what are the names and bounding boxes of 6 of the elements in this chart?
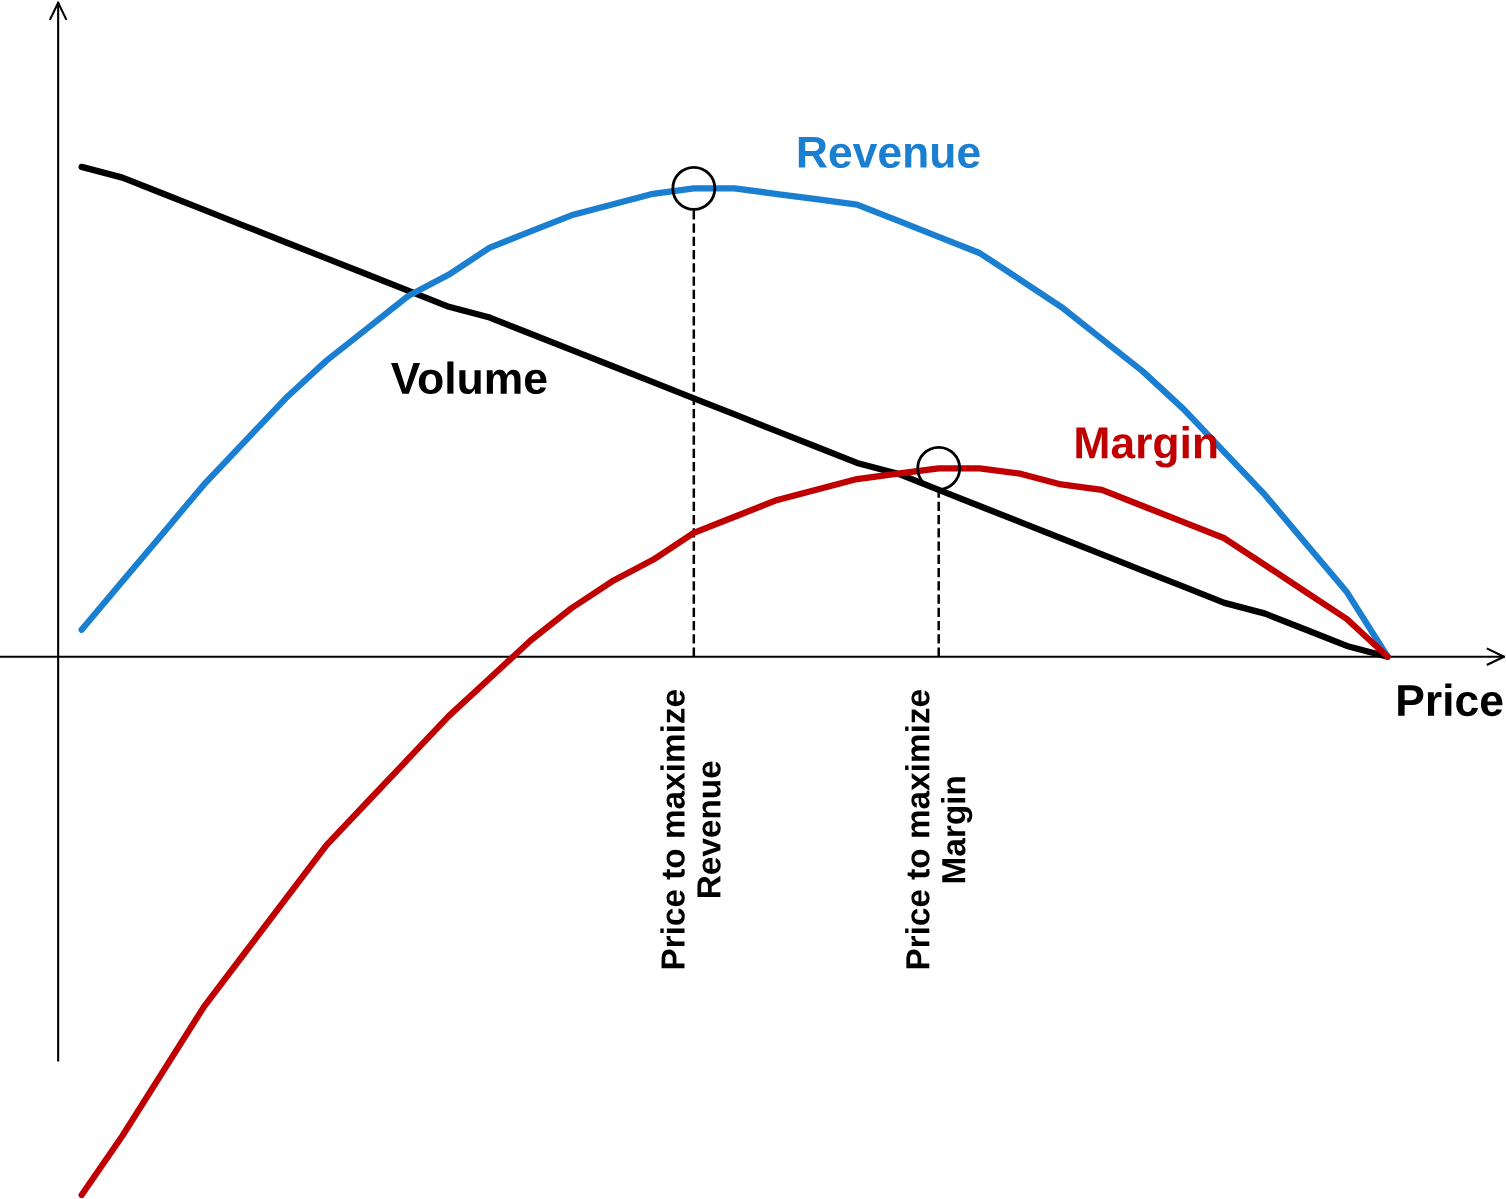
series-label: Volume — [391, 361, 547, 395]
series-label: Margin — [1076, 425, 1217, 468]
x-axis-title: Price — [1398, 683, 1503, 717]
annotation: Price to maximize Margin — [905, 690, 973, 969]
series-label: Revenue — [798, 137, 980, 169]
annotation: Price to maximize Revenue — [660, 690, 721, 969]
